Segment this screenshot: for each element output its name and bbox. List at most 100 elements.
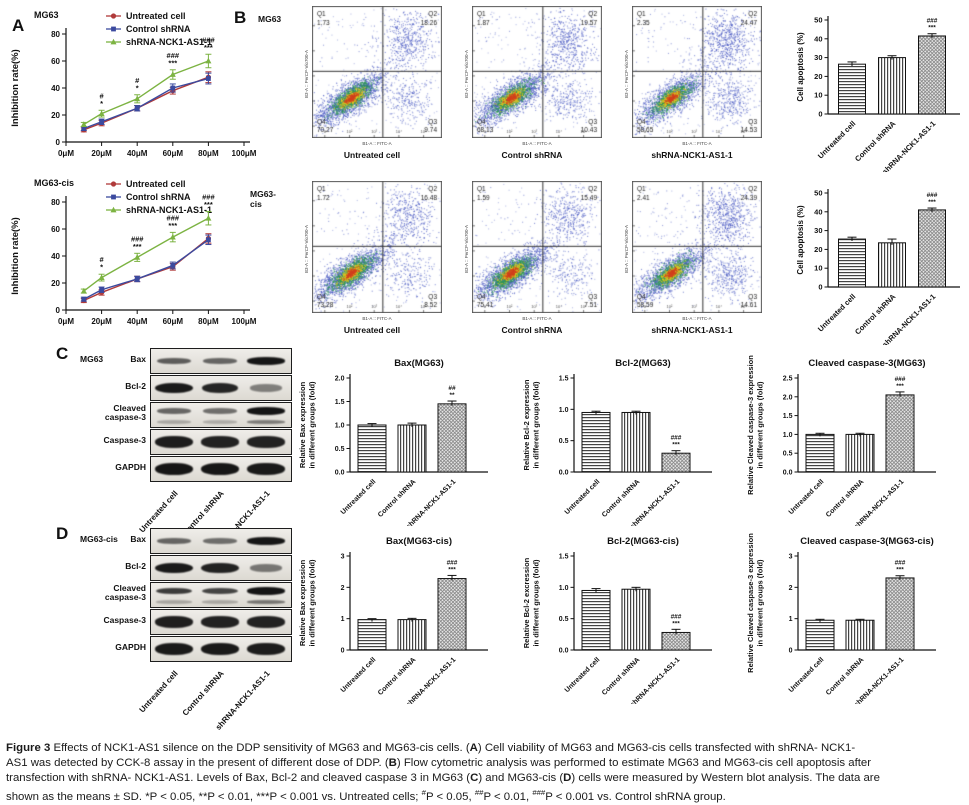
data-point-square — [111, 194, 116, 200]
data-point-square — [170, 85, 176, 91]
y-tick-label: 1.0 — [335, 423, 345, 430]
category-label: Untreated cell — [816, 119, 857, 160]
blot-band — [203, 358, 237, 364]
y-tick-label: 40 — [814, 34, 822, 43]
blot-row-Bax — [150, 528, 292, 554]
blot-row-Bcl-2 — [150, 375, 292, 401]
y-tick-label: 0.5 — [335, 446, 345, 453]
flow-row-label-MG63: MG63 — [258, 14, 282, 24]
legend-label: Untreated cell — [126, 11, 186, 21]
caption-text: P < 0.05, — [425, 790, 475, 803]
significance-star: *** — [168, 58, 177, 67]
y-tick-label: 0 — [56, 306, 61, 315]
protein-label: Bax — [130, 354, 146, 364]
blot-band — [201, 562, 239, 574]
data-point-triangle — [205, 57, 212, 64]
x-tick-label: 20μM — [91, 149, 112, 158]
flow-y-axis-label: B3-A :: PerCP-Vio700-A — [624, 50, 629, 98]
category-label: Untreated cell — [788, 478, 826, 516]
y-tick-label: 80 — [51, 30, 60, 39]
caption-bold-segment: Figure 3 — [6, 742, 54, 754]
blot-band — [201, 643, 239, 655]
blot-row-Bax — [150, 348, 292, 374]
significance-star: * — [100, 263, 103, 272]
y-tick-label: 0 — [818, 110, 822, 119]
legend-label: shRNA-NCK1-AS1-1 — [126, 205, 212, 215]
blot-row-Cleaved caspase-3 — [150, 582, 292, 608]
y-axis-label-line2: in different groups (fold) — [532, 381, 541, 469]
blot-band — [201, 463, 239, 475]
y-tick-label: 40 — [51, 252, 60, 261]
y-axis-label-line2: in different groups (fold) — [532, 559, 541, 647]
y-axis-label-line1: Relative Bax expression — [298, 559, 307, 646]
data-point-square — [134, 105, 140, 111]
significance-hash: ### — [895, 560, 906, 567]
bar — [661, 452, 691, 473]
significance-hash: ### — [671, 435, 682, 442]
blot-band — [247, 407, 285, 415]
y-axis-label: Cell apoptosis (%) — [796, 205, 805, 275]
flow-group-label: shRNA-NCK1-AS1-1 — [651, 325, 733, 335]
significance-star: *** — [896, 383, 904, 390]
flow-group-label: shRNA-NCK1-AS1-1 — [651, 150, 733, 160]
significance-hash: ### — [447, 559, 458, 566]
blot-band — [247, 587, 285, 595]
significance-hash: # — [100, 255, 105, 264]
flow-y-axis-label: B3-A :: PerCP-Vio700-A — [624, 225, 629, 273]
bar — [845, 433, 875, 473]
category-label: Untreated cell — [340, 478, 378, 516]
y-tick-label: 2 — [341, 585, 345, 592]
protein-label: GAPDH — [115, 462, 146, 472]
y-tick-label: 1.5 — [783, 413, 793, 420]
data-point-square — [81, 296, 87, 302]
blot-row-Caspase-3 — [150, 609, 292, 635]
y-tick-label: 3 — [341, 554, 345, 561]
blot-band — [201, 616, 239, 628]
significance-star: ** — [449, 392, 455, 399]
flow-x-axis-label: B1-A :: FITC-A — [362, 141, 392, 146]
y-tick-label: 60 — [51, 225, 60, 234]
flow-scatter-plot — [472, 181, 602, 313]
y-tick-label: 10 — [814, 91, 822, 100]
data-point-triangle — [98, 274, 105, 280]
y-tick-label: 20 — [814, 72, 822, 81]
chart-title: MG63-cis — [34, 178, 74, 188]
bar — [397, 424, 427, 473]
blot-band — [247, 643, 285, 655]
data-point-triangle — [134, 254, 141, 260]
bar — [661, 631, 691, 651]
blot-row-GAPDH — [150, 456, 292, 482]
y-axis-label-line1: Relative Bcl-2 excression — [522, 557, 531, 648]
significance-star: *** — [204, 200, 213, 209]
category-label: Untreated cell — [564, 478, 602, 516]
bar — [885, 394, 915, 473]
bar — [621, 411, 651, 473]
category-label: Untreated cell — [788, 656, 826, 694]
significance-hash: ### — [167, 51, 180, 60]
blot-band — [203, 408, 237, 414]
caption-text: transfection with shRNA- NCK1-AS1. Level… — [6, 771, 471, 784]
y-tick-label: 20 — [51, 111, 60, 120]
blot-panel-MG63: MG63 Bax Bcl-2 Cleaved caspase-3 Caspase-3 GAP… — [58, 348, 294, 552]
bar — [437, 578, 467, 651]
bar — [357, 424, 387, 473]
y-tick-label: 2.0 — [335, 376, 345, 383]
y-tick-label: 0.0 — [559, 648, 569, 655]
flow-scatter-plot — [472, 6, 602, 138]
blot-band — [203, 538, 237, 544]
y-axis-label-line1: Relative Cleaved caspase-3 expression — [746, 533, 755, 673]
y-tick-label: 50 — [814, 16, 822, 25]
y-axis-label: Cell apoptosis (%) — [796, 32, 805, 102]
blot-band — [155, 616, 193, 628]
blot-band-secondary — [202, 600, 238, 604]
y-tick-label: 0.0 — [559, 470, 569, 477]
y-axis-label: Inhibition rate(%) — [10, 217, 21, 295]
blot-band — [155, 463, 193, 475]
x-tick-label: 0μM — [58, 317, 74, 326]
significance-hash: ### — [202, 192, 215, 201]
chart-title: Bcl-2(MG63) — [615, 358, 670, 369]
significance-hash: ### — [202, 35, 215, 44]
blot-band — [201, 382, 239, 394]
panel-c-label: C — [56, 344, 69, 363]
caption-text: P < 0.001 vs. Control shRNA group. — [545, 790, 726, 803]
